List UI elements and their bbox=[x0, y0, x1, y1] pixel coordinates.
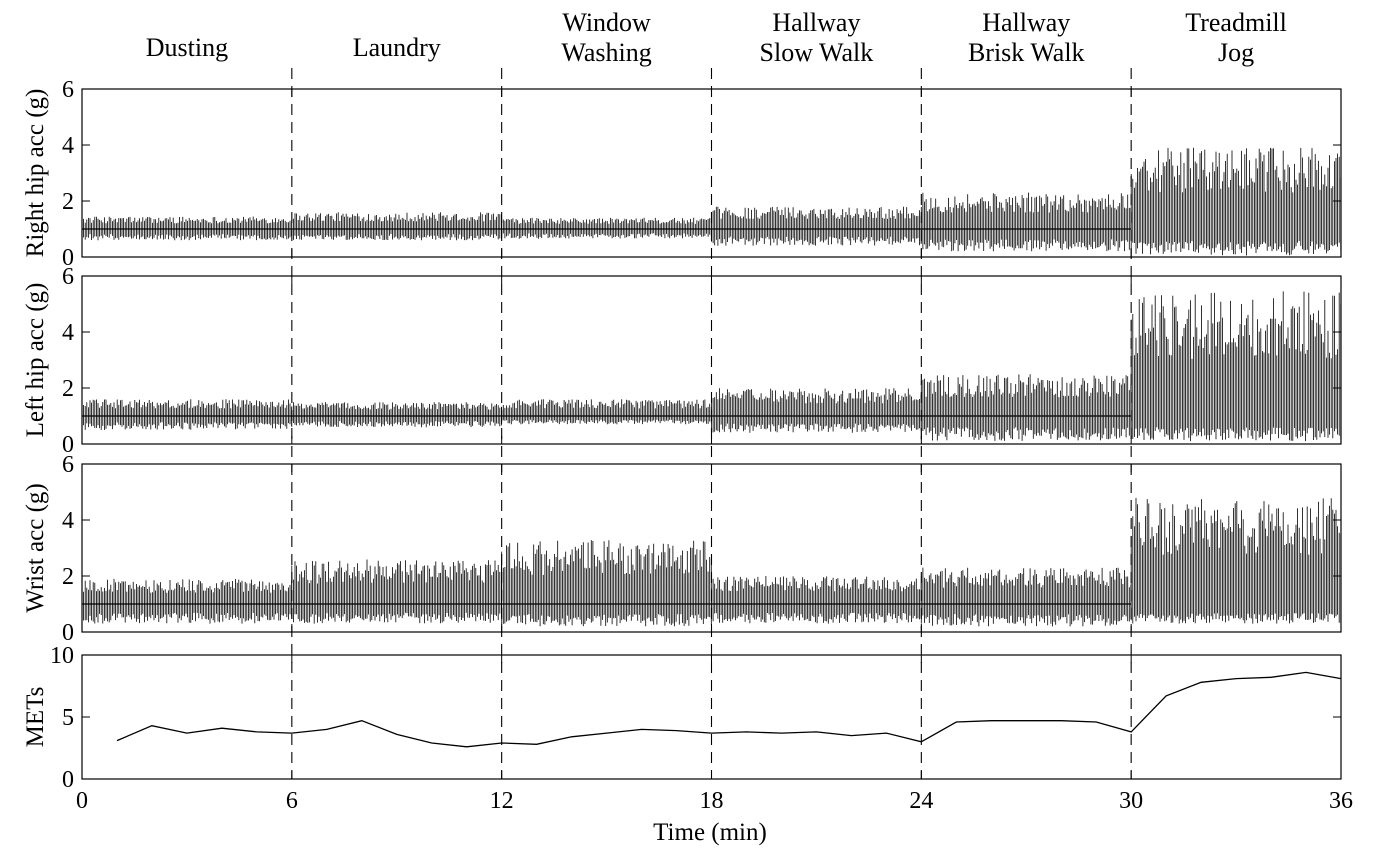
panel-3: 0 2 4 6 Wrist acc (g) bbox=[22, 452, 1342, 646]
x-tick-label: 36 bbox=[1329, 788, 1353, 814]
activity-label: Hallway Slow Walk bbox=[760, 8, 874, 67]
y-tick-label: 6 bbox=[62, 264, 74, 290]
activity-label: Dusting bbox=[146, 33, 228, 62]
x-tick-label: 24 bbox=[909, 788, 933, 814]
y-tick-label: 0 bbox=[62, 245, 74, 271]
activity-boundaries bbox=[291, 68, 1132, 779]
y-tick-label: 10 bbox=[50, 643, 74, 669]
activity-label: Treadmill Jog bbox=[1185, 8, 1287, 67]
y-axis-label: Wrist acc (g) bbox=[22, 483, 49, 612]
mets-series-line bbox=[116, 671, 1342, 748]
x-tick-label: 30 bbox=[1119, 788, 1143, 814]
y-tick-label: 0 bbox=[62, 620, 74, 646]
y-tick-label: 4 bbox=[62, 133, 74, 159]
activity-label: Window Washing bbox=[561, 8, 651, 67]
y-axis-label: Right hip acc (g) bbox=[22, 89, 49, 258]
x-tick-label: 0 bbox=[76, 788, 88, 814]
y-tick-label: 2 bbox=[62, 376, 74, 402]
y-axis-label: METs bbox=[22, 687, 49, 748]
y-tick-label: 5 bbox=[62, 705, 74, 731]
x-axis-label: Time (min) bbox=[653, 819, 767, 846]
y-tick-label: 4 bbox=[62, 320, 74, 346]
panel-2: 0 2 4 6 Left hip acc (g) bbox=[22, 264, 1342, 458]
signal-trace bbox=[81, 147, 1342, 256]
y-tick-label: 0 bbox=[62, 432, 74, 458]
activity-labels: Dusting Laundry Window Washing Hallway Slow W… bbox=[146, 8, 1287, 67]
y-tick-label: 6 bbox=[62, 452, 74, 478]
signal-trace bbox=[81, 497, 1342, 627]
x-tick-label: 18 bbox=[700, 788, 724, 814]
y-tick-label: 2 bbox=[62, 189, 74, 215]
activity-label: Laundry bbox=[353, 33, 441, 62]
activity-label: Hallway Brisk Walk bbox=[968, 8, 1085, 67]
x-tick-labels: 0 6 12 18 24 30 36 bbox=[76, 788, 1353, 814]
y-tick-label: 2 bbox=[62, 564, 74, 590]
x-tick-label: 6 bbox=[286, 788, 298, 814]
x-tick-label: 12 bbox=[490, 788, 514, 814]
panels: 0 2 4 6 Right hip acc (g) 0 2 4 6 Left hip acc (g… bbox=[22, 77, 1342, 793]
y-tick-label: 4 bbox=[62, 508, 74, 534]
y-axis-label: Left hip acc (g) bbox=[22, 283, 49, 438]
panel-1: 0 2 4 6 Right hip acc (g) bbox=[22, 77, 1342, 271]
y-tick-label: 0 bbox=[62, 767, 74, 793]
y-tick-label: 6 bbox=[62, 77, 74, 103]
